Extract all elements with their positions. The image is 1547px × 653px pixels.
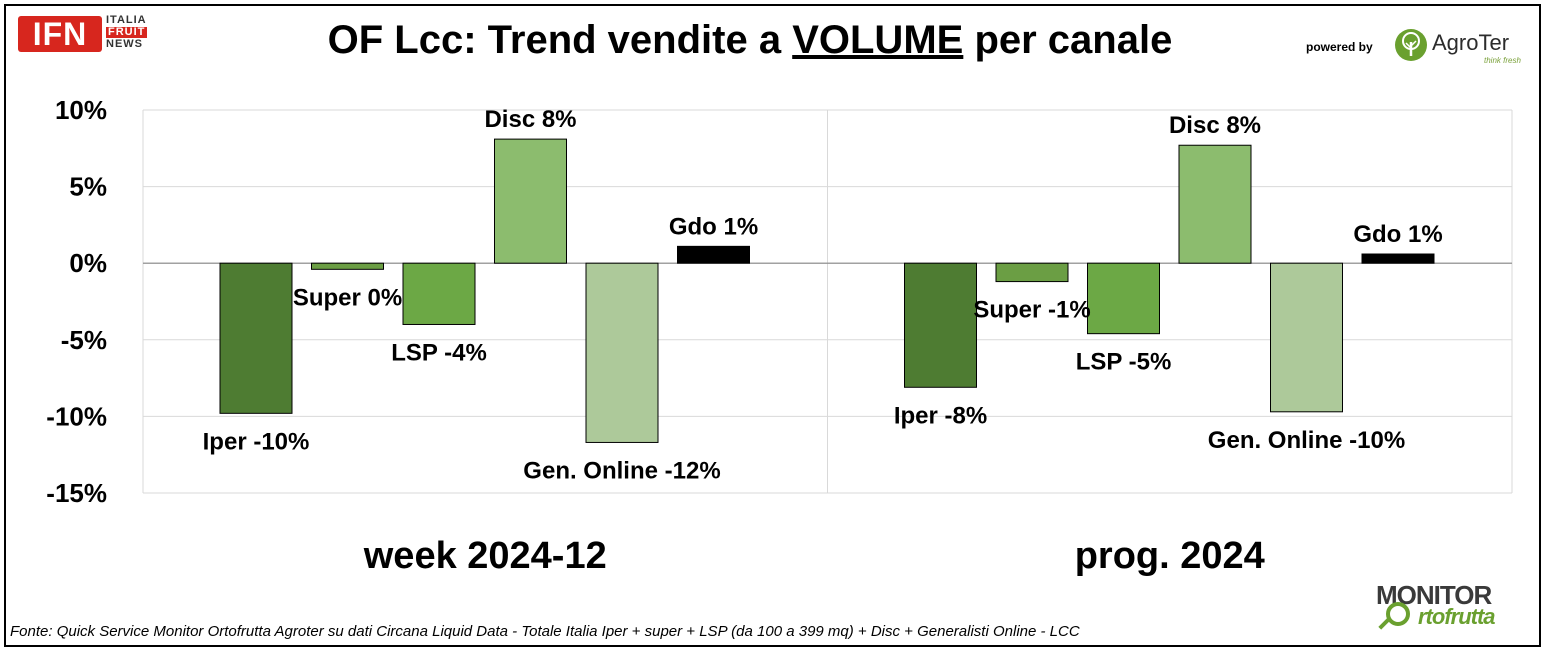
panel-label: week 2024-12	[363, 535, 607, 577]
data-label-disc: Disc 8%	[484, 106, 576, 133]
data-label-iper: Iper -10%	[203, 428, 310, 455]
data-label-gdo: Gdo 1%	[1353, 221, 1442, 248]
agroter-logo: AgroTer think fresh	[1392, 26, 1522, 66]
powered-by-label: powered by	[1306, 40, 1373, 54]
data-labels: Iper -10% Super 0% LSP -4% Disc 8% Gen. Onli…	[203, 106, 1443, 484]
monitor-ortofrutta-logo: MONITOR rtofrutta	[1372, 580, 1537, 635]
ifn-line-italia: ITALIA	[106, 14, 147, 26]
bar-iper	[904, 262, 977, 388]
panel-label: prog. 2024	[1075, 535, 1265, 577]
bar-gdo	[1361, 253, 1435, 264]
title-volume-underlined: VOLUME	[792, 18, 964, 62]
y-tick-label: 5%	[69, 172, 107, 202]
agroter-name: AgroTer	[1432, 30, 1510, 55]
bar-gdo	[677, 245, 750, 264]
data-label-gdo: Gdo 1%	[669, 213, 758, 240]
bar-lsp	[1087, 262, 1160, 335]
source-note: Fonte: Quick Service Monitor Ortofrutta …	[10, 623, 1080, 640]
title-part-2: per canale	[963, 18, 1173, 62]
bar-super	[311, 262, 384, 270]
data-label-disc: Disc 8%	[1169, 112, 1261, 139]
y-tick-label: -15%	[46, 478, 107, 508]
data-label-gen_online: Gen. Online -12%	[523, 457, 720, 484]
bar-disc	[1178, 144, 1252, 264]
y-axis-ticks: 10% 5% 0% -5% -10% -15%	[46, 95, 107, 508]
ifn-line-news: NEWS	[106, 38, 143, 50]
data-label-lsp: LSP -5%	[1076, 349, 1172, 376]
italia-fruit-news-logo: IFN ITALIA FRUIT NEWS	[18, 14, 168, 54]
magnifier-icon	[1386, 602, 1410, 626]
y-tick-label: -5%	[61, 325, 107, 355]
ifn-mark: IFN	[18, 16, 102, 52]
chart-title: OF Lcc: Trend vendite a VOLUME per canal…	[250, 18, 1250, 63]
bar-lsp	[402, 262, 476, 325]
title-part-1: OF Lcc: Trend vendite a	[327, 18, 793, 62]
data-label-lsp: LSP -4%	[391, 339, 487, 366]
ifn-line-fruit: FRUIT	[106, 26, 148, 38]
bar-gen_online	[1270, 262, 1343, 413]
panel-labels: week 2024-12 prog. 2024	[363, 535, 1265, 577]
bar-disc	[494, 138, 567, 264]
ortofrutta-word: rtofrutta	[1418, 604, 1496, 629]
bar-iper	[219, 262, 293, 414]
data-label-gen_online: Gen. Online -10%	[1208, 427, 1405, 454]
bars	[219, 138, 1435, 443]
y-tick-label: -10%	[46, 401, 107, 431]
bar-super	[995, 262, 1069, 283]
tree-icon	[1395, 29, 1427, 61]
magnifier-handle-icon	[1378, 618, 1390, 630]
agroter-tagline: think fresh	[1484, 56, 1521, 65]
bar-gen_online	[585, 262, 659, 443]
y-tick-label: 0%	[69, 248, 107, 278]
y-tick-label: 10%	[55, 95, 107, 125]
data-label-iper: Iper -8%	[894, 402, 987, 429]
data-label-super: Super 0%	[293, 284, 402, 311]
data-label-super: Super -1%	[973, 297, 1090, 324]
